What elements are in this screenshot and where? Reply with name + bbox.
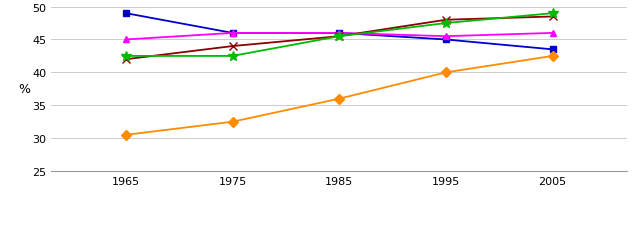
Este: [228, 45, 236, 48]
Norte: [442, 39, 450, 42]
Legend: Norte, Centro, Este, Oeste, Sul: Norte, Centro, Este, Oeste, Sul: [170, 251, 509, 252]
Centro: [548, 32, 556, 35]
Line: Centro: Centro: [122, 30, 556, 44]
Oeste: [442, 22, 450, 25]
Norte: [335, 32, 343, 35]
Centro: [122, 39, 130, 42]
Este: [335, 36, 343, 39]
Este: [548, 16, 556, 19]
Y-axis label: %: %: [18, 83, 30, 96]
Oeste: [335, 36, 343, 39]
Este: [442, 19, 450, 22]
Oeste: [548, 13, 556, 16]
Line: Sul: Sul: [122, 53, 556, 139]
Sul: [335, 98, 343, 101]
Este: [122, 58, 130, 61]
Norte: [228, 32, 236, 35]
Sul: [122, 134, 130, 137]
Sul: [548, 55, 556, 58]
Centro: [228, 32, 236, 35]
Line: Oeste: Oeste: [121, 9, 557, 61]
Sul: [442, 72, 450, 75]
Norte: [548, 49, 556, 52]
Oeste: [228, 55, 236, 58]
Line: Norte: Norte: [123, 11, 556, 53]
Sul: [228, 121, 236, 124]
Line: Este: Este: [122, 13, 557, 64]
Norte: [122, 13, 130, 16]
Oeste: [122, 55, 130, 58]
Centro: [442, 36, 450, 39]
Centro: [335, 32, 343, 35]
